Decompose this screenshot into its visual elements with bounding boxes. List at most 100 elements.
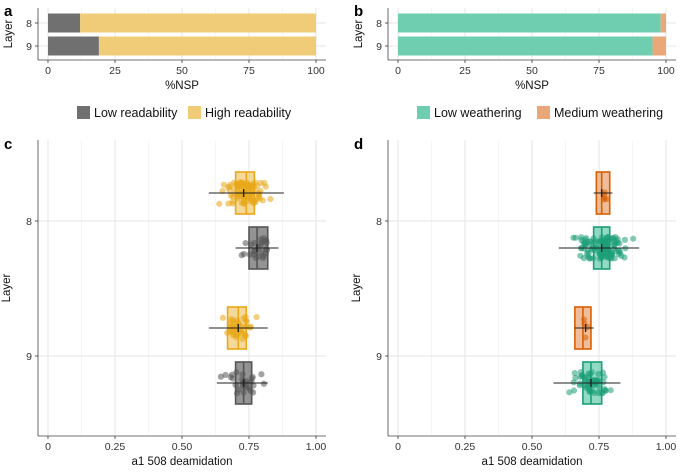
point-c-layer8-high-readability — [254, 194, 261, 201]
legend-label-low-readability: Low readability — [94, 106, 178, 120]
tick-label-x-d: 0.50 — [522, 441, 543, 453]
tick-label-x-b: 0 — [395, 65, 401, 77]
tick-label-x-a: 100 — [307, 65, 325, 77]
point-c-layer8-high-readability — [248, 184, 255, 191]
point-d-layer8-low-weathering — [615, 247, 622, 254]
point-c-layer9-high-readability — [229, 330, 237, 337]
point-c-layer9-low-readability — [240, 389, 247, 396]
tick-label-x-d: 1.00 — [656, 441, 677, 453]
point-c-layer8-low-readability — [251, 239, 258, 247]
tick-label-y-a: 9 — [26, 41, 32, 53]
tick-label-y-d: 8 — [376, 216, 382, 228]
chart-panel-c: 0 0.25 0.50 0.75 1.00 8 9 a1 508 deamidation Lay… — [1, 140, 326, 468]
point-c-layer9-low-readability — [222, 371, 229, 379]
point-c-layer8-high-readability — [267, 195, 274, 203]
point-c-layer9-high-readability — [239, 335, 246, 343]
point-c-layer9-low-readability — [233, 390, 241, 397]
point-c-layer9-low-readability — [258, 371, 265, 378]
point-c-layer8-high-readability — [252, 179, 259, 186]
point-c-layer8-low-readability — [242, 239, 249, 247]
point-c-layer8-high-readability — [239, 194, 247, 201]
point-c-layer8-high-readability — [220, 181, 228, 188]
tick-label-x-c: 0 — [45, 441, 51, 453]
point-c-layer9-high-readability — [243, 318, 250, 325]
point-c-layer8-low-readability — [251, 248, 258, 255]
point-d-layer9-medium-weathering — [582, 334, 589, 341]
panel-letter-c: c — [4, 136, 12, 153]
point-d-layer9-low-weathering — [600, 379, 607, 386]
tick-label-y-c: 9 — [26, 351, 32, 363]
point-d-layer8-low-weathering — [578, 234, 585, 241]
y-axis-title-a: Layer — [3, 19, 15, 48]
point-d-layer8-medium-weathering — [603, 195, 610, 203]
panel-letter-d: d — [354, 136, 363, 153]
tick-label-x-b: 75 — [593, 65, 605, 77]
point-c-layer8-high-readability — [226, 183, 233, 190]
point-d-layer8-low-weathering — [594, 238, 601, 245]
point-c-layer8-high-readability — [262, 183, 269, 190]
tick-label-x-c: 0.50 — [172, 441, 193, 453]
chart-panel-b: 0 25 50 75 100 8 9 %NSP Layer — [353, 8, 676, 92]
point-c-layer8-high-readability — [244, 179, 251, 186]
legend-swatch-low-readability — [77, 106, 90, 119]
point-d-layer8-low-weathering — [612, 240, 619, 247]
point-c-layer8-low-readability — [257, 241, 265, 248]
point-d-layer9-low-weathering — [571, 370, 578, 377]
point-c-layer9-high-readability — [219, 314, 227, 321]
x-axis-title-a: %NSP — [165, 80, 199, 92]
legend-swatch-high-readability — [188, 106, 201, 119]
tick-label-y-d: 9 — [376, 351, 382, 363]
point-c-layer8-high-readability — [250, 200, 257, 207]
bar-b-layer8-low-weathering — [398, 13, 661, 33]
point-d-layer8-low-weathering — [608, 250, 615, 257]
tick-label-x-a: 75 — [243, 65, 255, 77]
legend-label-high-readability: High readability — [205, 106, 292, 120]
point-c-layer9-low-readability — [239, 371, 246, 378]
chart-panel-a: 0 25 50 75 100 8 9 %NSP Layer — [3, 8, 326, 92]
point-c-layer8-high-readability — [257, 179, 264, 187]
point-c-layer8-high-readability — [235, 193, 242, 200]
point-d-layer8-low-weathering — [603, 250, 610, 257]
point-d-layer9-low-weathering — [601, 373, 608, 381]
tick-label-x-b: 50 — [526, 65, 538, 77]
tick-label-y-a: 8 — [26, 18, 32, 30]
point-d-layer9-low-weathering — [566, 389, 573, 396]
point-c-layer8-high-readability — [241, 200, 248, 207]
tick-label-x-a: 50 — [176, 65, 188, 77]
point-d-layer9-low-weathering — [570, 387, 578, 394]
legend-a: Low readability High readability — [77, 106, 292, 120]
point-d-layer8-low-weathering — [596, 250, 603, 257]
point-c-layer9-high-readability — [253, 313, 260, 321]
point-d-layer8-low-weathering — [596, 255, 603, 262]
point-d-layer8-low-weathering — [621, 236, 628, 243]
bar-a-layer8-low-readability — [48, 13, 81, 33]
tick-label-x-b: 100 — [657, 65, 675, 77]
bar-b-layer9-medium-weathering — [652, 36, 666, 56]
point-c-layer8-low-readability — [255, 253, 262, 260]
point-d-layer9-low-weathering — [582, 375, 589, 382]
panel-letter-b: b — [354, 3, 363, 20]
point-d-layer9-low-weathering — [577, 368, 584, 376]
point-d-layer8-low-weathering — [607, 236, 614, 243]
legend-b: Low weathering Medium weathering — [417, 106, 663, 120]
point-c-layer8-high-readability — [225, 200, 232, 207]
x-axis-title-b: %NSP — [515, 80, 549, 92]
tick-label-x-c: 0.75 — [239, 441, 260, 453]
x-axis-title-d: a1 508 deamidation — [481, 456, 582, 468]
point-d-layer8-low-weathering — [611, 255, 618, 262]
point-d-layer8-low-weathering — [630, 235, 637, 242]
legend-swatch-medium-weathering — [537, 106, 550, 119]
point-c-layer9-low-readability — [217, 373, 224, 380]
point-d-layer9-low-weathering — [570, 379, 577, 386]
point-c-layer9-low-readability — [233, 369, 240, 376]
tick-label-x-d: 0 — [395, 441, 401, 453]
tick-label-x-c: 0.25 — [105, 441, 126, 453]
point-d-layer9-low-weathering — [585, 386, 592, 393]
point-d-layer9-low-weathering — [598, 390, 605, 397]
point-d-layer9-low-weathering — [577, 373, 584, 380]
legend-label-medium-weathering: Medium weathering — [554, 106, 663, 120]
point-d-layer8-low-weathering — [582, 240, 589, 248]
x-axis-title-c: a1 508 deamidation — [131, 456, 232, 468]
bar-a-layer9-low-readability — [48, 36, 99, 56]
